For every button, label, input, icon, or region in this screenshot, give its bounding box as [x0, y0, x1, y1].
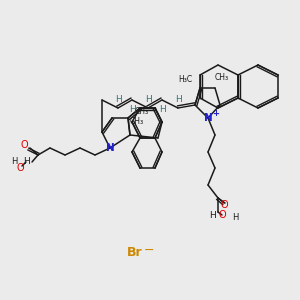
Text: N: N [106, 143, 114, 153]
Text: +: + [212, 109, 220, 118]
Text: H: H [232, 214, 238, 223]
Text: −: − [144, 244, 154, 256]
Text: N: N [204, 113, 212, 123]
Text: O: O [218, 210, 226, 220]
Text: CH₃: CH₃ [215, 74, 229, 82]
Text: H: H [175, 95, 182, 104]
Text: Br: Br [127, 245, 143, 259]
Text: H: H [129, 106, 135, 115]
Text: CH₃: CH₃ [135, 107, 149, 116]
Text: H: H [115, 95, 122, 104]
Text: O: O [220, 200, 228, 210]
Text: H: H [145, 95, 152, 104]
Text: O: O [16, 163, 24, 173]
Text: H: H [22, 158, 29, 166]
Text: H: H [159, 106, 165, 115]
Text: CH₃: CH₃ [130, 118, 144, 127]
Text: H: H [208, 211, 215, 220]
Text: O: O [20, 140, 28, 150]
Text: H: H [11, 158, 17, 166]
Text: H₃C: H₃C [178, 76, 192, 85]
